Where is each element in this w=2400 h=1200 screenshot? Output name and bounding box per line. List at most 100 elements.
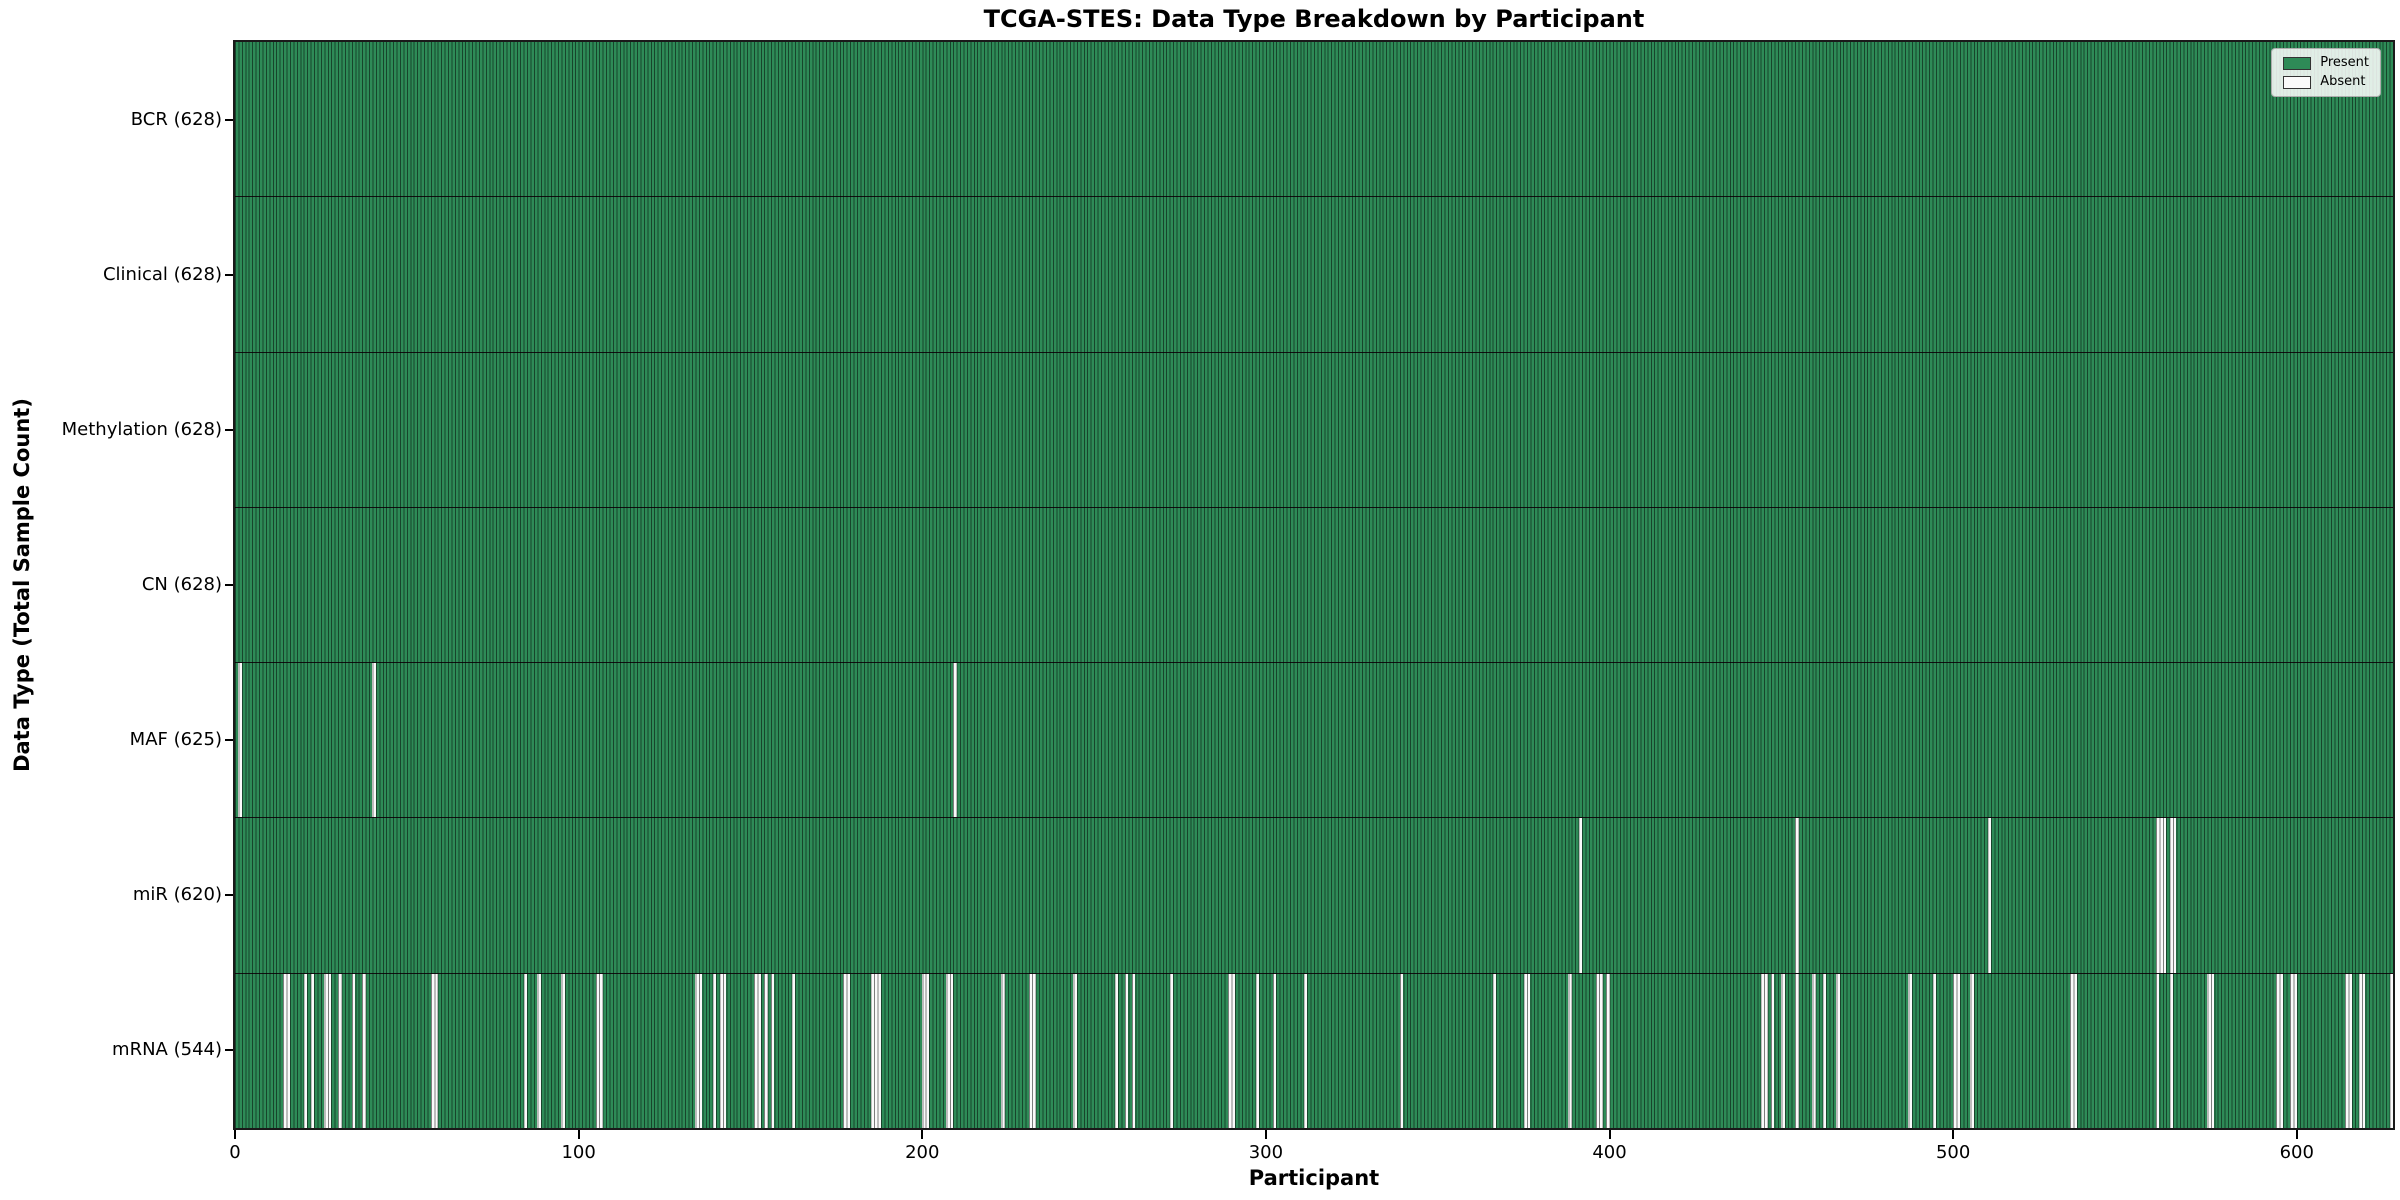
legend-label-absent: Absent — [2320, 74, 2366, 89]
absent-stripe — [372, 663, 376, 818]
absent-stripe — [1568, 973, 1572, 1128]
absent-stripe — [1114, 973, 1119, 1128]
absent-stripe — [1771, 973, 1775, 1128]
absent-stripe — [2162, 818, 2167, 973]
y-tick-mark — [225, 894, 233, 897]
y-tick-mark — [225, 118, 233, 121]
absent-stripe — [1169, 973, 1174, 1128]
absent-stripe — [1073, 973, 1077, 1128]
absent-stripe — [1822, 973, 1826, 1128]
absent-stripe — [2073, 973, 2077, 1128]
row-mRNA — [235, 973, 2393, 1128]
absent-stripe — [1578, 818, 1583, 973]
absent-stripe — [846, 973, 851, 1128]
x-tick-mark — [234, 1130, 236, 1139]
absent-stripe — [1987, 818, 1991, 973]
x-tick-mark — [1264, 1130, 1267, 1139]
absent-stripe — [362, 973, 366, 1128]
x-tick-mark — [1608, 1130, 1611, 1139]
absent-stripe — [1970, 973, 1974, 1128]
x-tick-label: 500 — [1935, 1142, 1971, 1163]
legend-swatch-present — [2283, 56, 2312, 70]
absent-stripe — [953, 663, 957, 818]
absent-stripe — [1125, 973, 1129, 1128]
absent-stripe — [2173, 818, 2177, 973]
y-tick-mark — [225, 584, 233, 586]
absent-stripe — [599, 973, 603, 1128]
absent-stripe — [1527, 973, 1531, 1128]
y-tick-mark — [225, 428, 233, 431]
absent-stripe — [877, 973, 881, 1128]
absent-stripe — [2362, 973, 2366, 1128]
absent-stripe — [1781, 973, 1785, 1128]
y-tick-mark — [225, 739, 233, 742]
absent-stripe — [434, 973, 438, 1128]
absent-stripe — [2348, 973, 2352, 1128]
row-BCR — [235, 42, 2393, 198]
absent-stripe — [1795, 818, 1799, 973]
absent-stripe — [1272, 973, 1277, 1128]
absent-stripe — [1812, 973, 1816, 1128]
absent-stripe — [1492, 973, 1497, 1128]
x-tick-label: 100 — [561, 1142, 596, 1163]
absent-stripe — [791, 973, 796, 1128]
absent-stripe — [722, 973, 727, 1128]
row-Methylation — [235, 352, 2393, 508]
absent-stripe — [1032, 973, 1036, 1128]
row-Clinical — [235, 197, 2393, 353]
row-MAF — [235, 663, 2393, 819]
x-tick-label: 300 — [1248, 1142, 1284, 1163]
absent-stripe — [286, 973, 290, 1128]
absent-stripe — [303, 973, 308, 1128]
y-tick-label: miR (620) — [132, 884, 222, 906]
absent-stripe — [771, 973, 775, 1128]
absent-stripe — [537, 973, 541, 1128]
absent-stripe — [1303, 973, 1308, 1128]
absent-stripe — [2279, 973, 2284, 1128]
absent-stripe — [238, 663, 242, 818]
absent-stripe — [712, 973, 717, 1128]
absent-stripe — [1836, 973, 1840, 1128]
absent-stripe — [310, 973, 315, 1128]
absent-stripe — [698, 973, 703, 1128]
y-tick-label: Clinical (628) — [102, 263, 222, 285]
absent-stripe — [1399, 973, 1404, 1128]
absent-stripe — [925, 973, 930, 1128]
plot-area: Present Absent — [233, 40, 2395, 1130]
row-miR — [235, 818, 2393, 974]
y-tick-label: CN (628) — [141, 574, 222, 595]
absent-stripe — [1795, 973, 1799, 1128]
absent-stripe — [327, 973, 332, 1128]
absent-stripe — [2210, 973, 2215, 1128]
absent-stripe — [1131, 973, 1136, 1128]
absent-stripe — [1764, 973, 1768, 1128]
absent-stripe — [1908, 973, 1912, 1128]
y-tick-label: mRNA (544) — [112, 1039, 222, 1061]
absent-stripe — [561, 973, 565, 1128]
absent-stripe — [1932, 973, 1936, 1128]
absent-stripe — [2169, 973, 2174, 1128]
absent-stripe — [351, 973, 356, 1128]
absent-stripe — [764, 973, 768, 1128]
absent-stripe — [338, 973, 342, 1128]
x-tick-mark — [577, 1130, 580, 1139]
absent-stripe — [1231, 973, 1235, 1128]
absent-stripe — [949, 973, 954, 1128]
legend-item-absent: Absent — [2283, 75, 2369, 89]
row-CN — [235, 507, 2393, 664]
absent-stripe — [1956, 973, 1960, 1128]
x-tick-label: 0 — [229, 1142, 241, 1163]
x-tick-label: 600 — [2279, 1142, 2314, 1163]
absent-stripe — [1599, 973, 1603, 1128]
absent-stripe — [2293, 973, 2297, 1128]
absent-stripe — [523, 973, 528, 1128]
absent-stripe — [1255, 973, 1259, 1128]
legend-label-present: Present — [2320, 55, 2369, 70]
absent-stripe — [2155, 973, 2160, 1128]
absent-stripe — [1001, 973, 1005, 1128]
legend-swatch-absent — [2283, 75, 2312, 89]
x-axis-label: Participant — [1248, 1166, 1380, 1190]
y-tick-mark — [225, 1049, 233, 1052]
x-tick-label: 400 — [1592, 1142, 1627, 1163]
absent-stripe — [757, 973, 761, 1128]
